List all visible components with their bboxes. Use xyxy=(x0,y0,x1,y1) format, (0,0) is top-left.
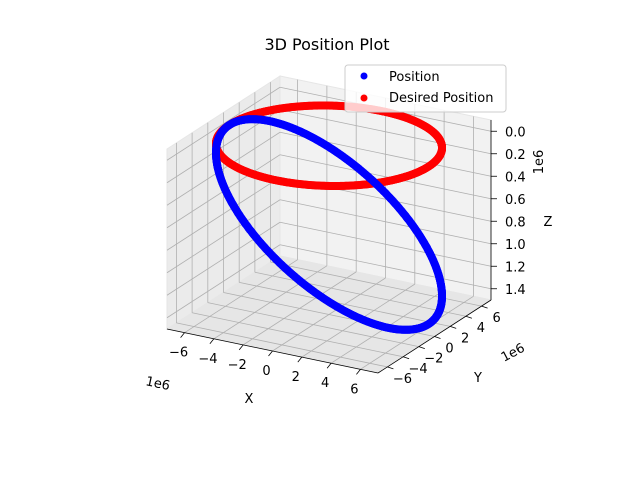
grid-line-z-wall-yz xyxy=(166,244,281,319)
x-tick-label: 6 xyxy=(350,382,358,397)
x-axis-label: X xyxy=(245,392,254,407)
z-tick-label: 0.6 xyxy=(505,193,526,208)
y-tick-label: 6 xyxy=(492,311,500,326)
y-tick-label: 0 xyxy=(445,342,453,357)
x-tick-label: 0 xyxy=(262,364,270,379)
z-tick-label: 1.0 xyxy=(505,238,526,253)
grid-line-y-floor xyxy=(207,302,419,348)
legend-marker-desired-position xyxy=(360,94,368,102)
axis-tick xyxy=(180,332,185,338)
y-tick-label: −4 xyxy=(409,362,428,377)
grid-line-z-wall-yz xyxy=(166,199,281,274)
legend-marker-position xyxy=(360,72,368,80)
legend-frame xyxy=(344,64,507,113)
grid-line-y-floor xyxy=(270,261,482,307)
grid-line-z-wall-yz xyxy=(166,86,281,161)
axis-tick xyxy=(450,325,457,329)
axis-ticks: 6420−2−4−6−6−4−202460.00.20.40.60.81.01.… xyxy=(169,125,526,397)
x-tick-label: −6 xyxy=(169,346,188,361)
axis-tick xyxy=(481,305,488,309)
y-offset-label: 1e6 xyxy=(499,341,528,366)
z-axis-label: Z xyxy=(544,215,553,230)
y-tick-label: −2 xyxy=(424,352,443,367)
z-tick-label: 1.4 xyxy=(505,283,526,298)
grid-line-z-wall-xz xyxy=(279,244,492,290)
grid-line-z-wall-yz xyxy=(166,176,281,251)
x-tick-label: 4 xyxy=(321,376,329,391)
axis-tick xyxy=(209,338,215,345)
legend-label-desired-position: Desired Position xyxy=(389,91,493,106)
axis-tick xyxy=(465,315,473,319)
axis-tick xyxy=(356,369,361,375)
data-point xyxy=(424,162,433,171)
axis-tick xyxy=(297,356,303,363)
z-offset-label: 1e6 xyxy=(532,150,547,175)
axis-tick xyxy=(418,346,425,350)
x-offset-label: 1e6 xyxy=(144,374,171,394)
axis-tick xyxy=(434,336,441,339)
chart-title: 3D Position Plot xyxy=(264,35,389,54)
x-tick-label: −4 xyxy=(198,352,217,367)
z-tick-label: 0.2 xyxy=(505,148,526,163)
y-tick-label: −6 xyxy=(393,372,412,387)
data-point xyxy=(424,320,433,329)
x-tick-label: −2 xyxy=(228,358,247,373)
legend: Position Desired Position xyxy=(344,64,507,113)
z-tick-label: 0.0 xyxy=(505,125,526,140)
grid-line-z-wall-yz xyxy=(166,221,281,296)
x-tick-label: 2 xyxy=(292,370,300,385)
grid-line-y-floor xyxy=(176,322,388,368)
grid-line-z-wall-yz xyxy=(166,131,281,206)
axis-tick xyxy=(238,344,244,351)
axes-panes xyxy=(165,75,493,374)
z-tick-label: 0.8 xyxy=(505,215,526,230)
grid-line-y-floor xyxy=(254,271,466,317)
axis-tick xyxy=(402,356,410,360)
legend-label-position: Position xyxy=(389,70,440,85)
grid-line-z-wall-xz xyxy=(279,154,492,200)
axis-tick xyxy=(326,362,332,369)
grid-line-y-floor xyxy=(192,312,404,358)
z-tick-label: 1.2 xyxy=(505,260,526,275)
axis-tick xyxy=(268,350,273,357)
y-tick-label: 4 xyxy=(477,321,485,336)
grid-line-z-wall-xz xyxy=(279,199,492,245)
grid-line-z-wall-xz xyxy=(279,109,492,155)
y-tick-label: 2 xyxy=(461,331,469,346)
axis-tick xyxy=(387,366,394,370)
grid-line-z-wall-xz xyxy=(279,221,492,267)
position-series xyxy=(212,115,446,334)
grid-line-y-floor xyxy=(239,281,451,327)
z-tick-label: 0.4 xyxy=(505,170,526,185)
y-axis-label: Y xyxy=(473,371,482,386)
